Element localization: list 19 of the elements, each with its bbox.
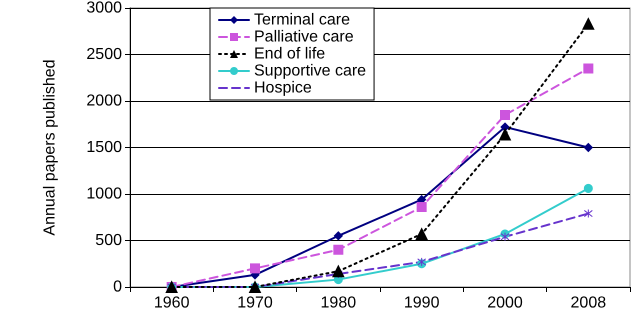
y-tick-label: 1500 xyxy=(86,139,122,156)
legend-label: Hospice xyxy=(254,80,312,96)
y-tick-label: 1000 xyxy=(86,186,122,202)
y-tick-label: 0 xyxy=(113,278,122,296)
x-tick-label: 2008 xyxy=(570,294,606,312)
legend-label: Supportive care xyxy=(254,62,366,80)
legend-label: Terminal care xyxy=(254,12,350,28)
x-tick-label: 1960 xyxy=(154,294,190,312)
y-tick-label: 500 xyxy=(95,232,122,249)
x-tick-label: 1990 xyxy=(404,294,440,312)
y-axis-title: Annual papers published xyxy=(42,59,58,236)
legend-label: End of life xyxy=(254,46,326,62)
y-tick-label: 2500 xyxy=(86,46,122,63)
y-tick-label: 3000 xyxy=(86,0,122,16)
legend-label: Palliative care xyxy=(254,28,354,46)
x-tick-label: 1980 xyxy=(320,294,356,312)
x-tick-label: 2000 xyxy=(487,294,523,312)
x-tick-label: 1970 xyxy=(237,294,273,312)
y-tick-label: 2000 xyxy=(86,92,122,110)
